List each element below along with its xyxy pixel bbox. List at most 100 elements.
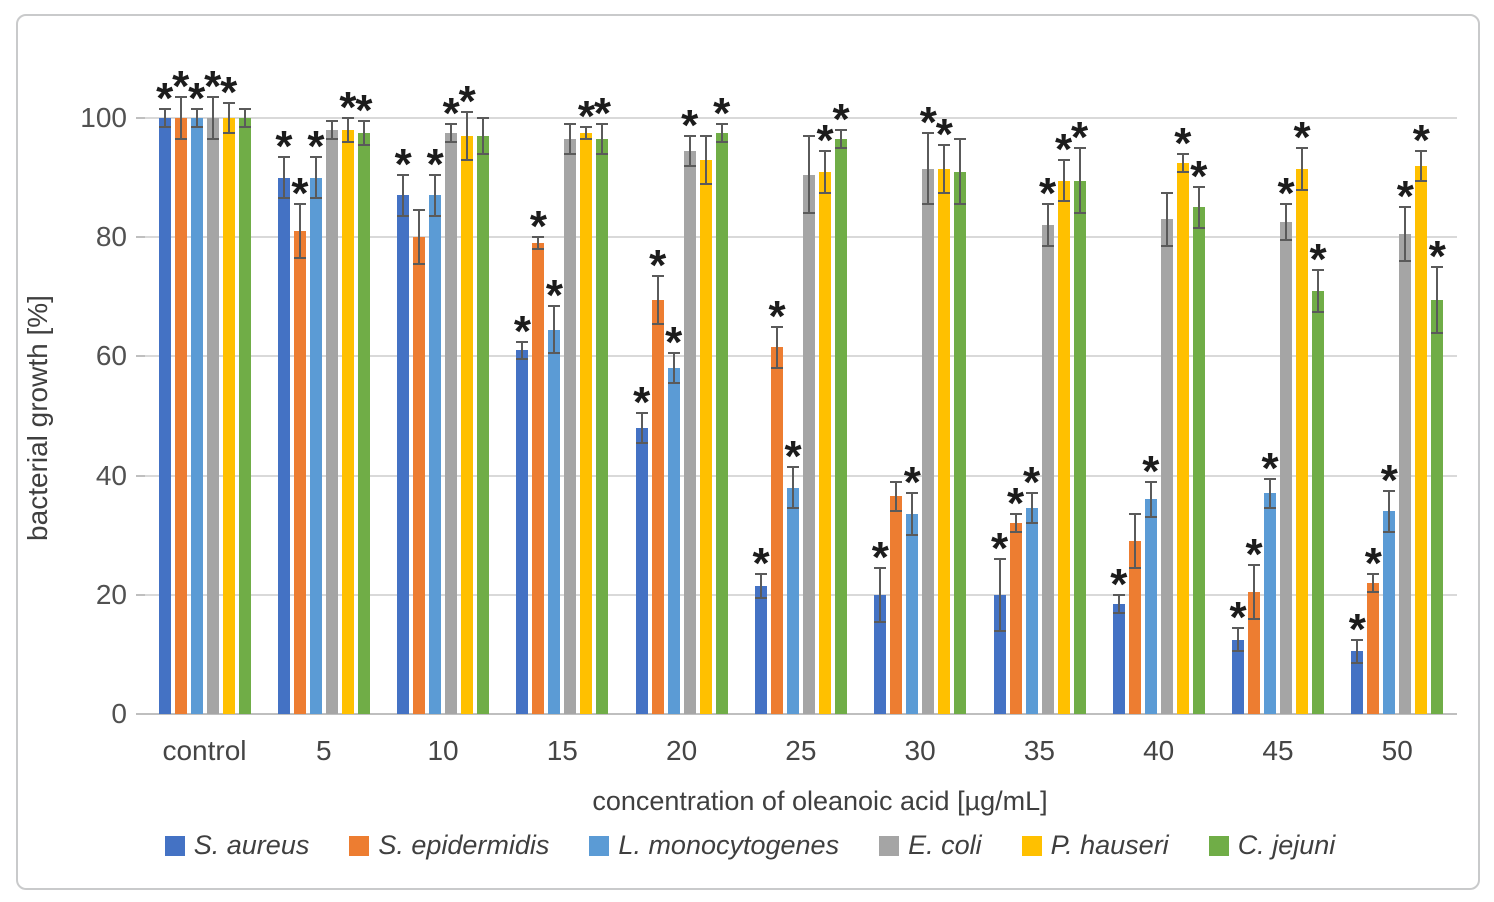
error-bar-cap-top [755,572,767,575]
error-bar-cap-bottom [429,215,442,218]
significance-asterisk: * [394,139,412,189]
error-bar-cap-bottom [1025,522,1038,525]
significance-asterisk: * [577,91,596,141]
bar [683,150,696,714]
error-bar-cap-top [1041,203,1054,206]
bar [277,177,290,714]
x-tick-label: 35 [1023,735,1055,766]
error-bar-cap-bottom [954,203,967,206]
error-bar-cap-bottom [890,510,903,513]
bar [1415,165,1428,714]
error-bar-cap-bottom [803,212,815,215]
error-bar-cap-bottom [1041,245,1054,248]
error-bar-cap-top [1264,477,1277,480]
error-bar-cap-top [874,566,887,569]
error-bar-cap-top [803,134,815,137]
error-bar-cap-bottom [635,441,648,444]
bar [755,585,767,714]
significance-asterisk: * [1261,443,1279,493]
error-bar-cap-top [954,137,967,140]
bar [1192,207,1205,714]
significance-asterisk: * [665,318,683,368]
error-bar-cap-top [564,122,577,125]
significance-asterisk: * [681,100,699,150]
error-bar-cap-bottom [206,137,219,140]
error-bar-cap-top [890,480,903,483]
significance-asterisk: * [1110,559,1128,609]
error-bar-cap-bottom [357,143,370,146]
error-bar-cap-top [309,155,322,158]
bar [1128,541,1141,714]
x-tick-label: 30 [904,735,936,766]
error-bar-cap-bottom [1073,212,1086,215]
error-bar-cap-top [580,125,593,128]
error-bar-cap-top [1351,638,1364,641]
error-bar [1285,204,1288,241]
bar [922,168,935,714]
y-tick-label: 0 [111,698,127,729]
bar [699,159,712,714]
legend-swatch [1208,835,1229,856]
error-bar-cap-top [206,96,219,99]
error-bar-cap-bottom [906,534,919,537]
significance-asterisk: * [545,270,564,320]
error-bar-cap-top [1176,152,1189,155]
significance-asterisk: * [307,121,325,171]
x-tick-label: 5 [315,735,332,766]
error-bar-cap-bottom [1312,310,1325,313]
error-bar-cap-top [699,134,712,137]
bar [445,132,458,714]
error-bar-cap-bottom [190,125,203,128]
significance-asterisk: * [339,83,357,132]
gridline [145,355,1457,358]
significance-asterisk: * [1428,232,1446,281]
error-bar-cap-bottom [651,322,664,325]
significance-asterisk: * [1070,112,1089,162]
bar [819,171,831,714]
y-tick-label: 20 [95,578,127,610]
error-bar [1165,192,1168,247]
error-bar [521,341,524,360]
x-axis-title: concentration of oleanoic acid [µg/mL] [592,786,1048,816]
significance-asterisk: * [172,62,190,112]
error-bar [1030,493,1033,524]
significance-asterisk: * [1229,592,1247,642]
error-bar [895,481,898,512]
error-bar-cap-top [532,236,545,239]
error-bar [569,123,572,154]
legend-swatch [164,835,185,856]
error-bar [1388,490,1391,533]
bar [293,231,306,714]
error-bar [1317,269,1320,312]
error-bar-cap-top [222,102,235,105]
bar [190,118,203,714]
bar [1232,639,1245,714]
significance-asterisk: * [1174,118,1192,168]
error-bar [482,118,485,154]
x-tick-label: control [162,735,247,766]
error-bar-cap-top [413,209,426,212]
error-bar-cap-top [596,122,609,125]
legend-label: C. jejuni [1237,830,1336,860]
bar [1144,499,1157,714]
gridline [145,117,1457,119]
bar [461,135,474,714]
bar [1073,180,1086,714]
error-bar-cap-bottom [1057,200,1070,203]
error-bar-cap-bottom [516,358,529,361]
error-bar [1046,204,1049,247]
bar [341,129,354,714]
significance-asterisk: * [713,88,731,138]
legend-item: C. jejuni [1208,830,1336,861]
error-bar-cap-top [1009,513,1022,516]
x-tick-label: 50 [1381,735,1413,766]
error-bar [672,353,675,384]
error-bar-cap-bottom [1280,239,1293,242]
bar [1112,603,1125,714]
bar [238,118,251,714]
error-bar-cap-bottom [580,137,593,140]
gridline [145,713,1457,715]
error-bar [330,120,333,139]
bar [309,177,322,714]
bar [635,427,648,714]
